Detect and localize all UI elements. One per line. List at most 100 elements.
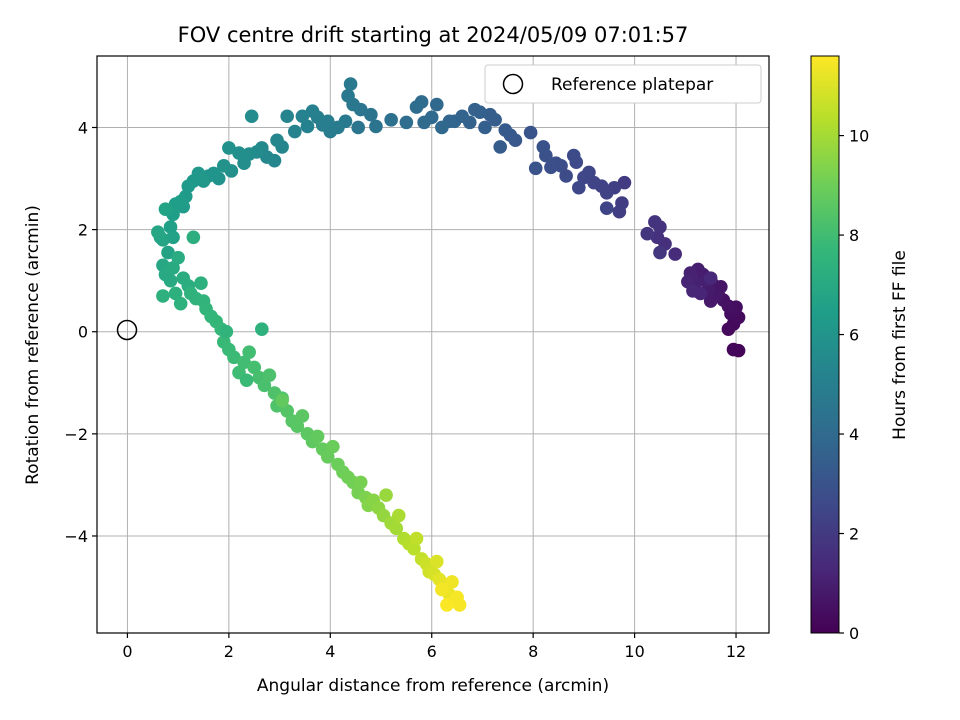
x-tick-label: 4	[325, 642, 335, 661]
data-point	[493, 140, 508, 154]
data-point	[351, 120, 365, 135]
data-point	[310, 429, 325, 444]
data-point	[498, 123, 513, 137]
colorbar-tick-label: 10	[849, 127, 869, 146]
y-axis-ticks: −4 −2 0 2 4	[64, 118, 97, 546]
data-point	[407, 541, 421, 556]
data-point	[391, 508, 406, 523]
data-point	[445, 575, 459, 589]
data-point	[353, 475, 368, 490]
data-point	[242, 345, 256, 359]
data-point	[168, 286, 183, 301]
data-point	[409, 531, 424, 546]
data-point	[640, 226, 655, 241]
data-point	[219, 324, 234, 339]
data-point	[721, 322, 736, 336]
data-point	[648, 215, 662, 229]
y-tick-label: −4	[64, 527, 88, 546]
data-point	[478, 120, 492, 135]
x-axis-label: Angular distance from reference (arcmin)	[257, 676, 609, 696]
data-point	[295, 409, 310, 423]
data-point	[244, 109, 259, 124]
data-point	[166, 261, 180, 275]
data-point	[379, 488, 393, 502]
data-point	[262, 368, 277, 382]
data-point	[280, 109, 294, 124]
y-tick-label: −2	[64, 425, 88, 444]
data-point	[577, 170, 591, 185]
legend: Reference platepar	[484, 64, 762, 104]
data-point	[409, 100, 424, 114]
colorbar-ticks: 0 2 4 6 8 10	[839, 127, 869, 643]
data-point	[320, 450, 335, 464]
data-point	[399, 115, 414, 130]
data-point	[468, 102, 482, 117]
colorbar-gradient	[810, 55, 840, 634]
x-tick-label: 12	[726, 642, 746, 661]
data-point	[389, 521, 404, 536]
data-point	[703, 271, 718, 285]
legend-label-reference-platepar: Reference platepar	[551, 75, 713, 95]
data-point	[364, 107, 378, 122]
data-point	[572, 180, 586, 195]
x-tick-label: 8	[528, 642, 538, 661]
x-tick-label: 2	[224, 642, 234, 661]
chart-title: FOV centre drift starting at 2024/05/09 …	[178, 23, 689, 47]
data-point	[326, 439, 340, 454]
data-point	[186, 230, 201, 245]
data-point	[270, 133, 284, 148]
data-point	[168, 197, 183, 211]
data-point	[216, 158, 231, 173]
data-point	[156, 289, 170, 303]
data-point	[612, 204, 627, 219]
grid-lines	[97, 56, 769, 633]
y-tick-label: 4	[78, 118, 88, 137]
data-point	[300, 119, 315, 134]
data-point	[435, 120, 449, 135]
colorbar-tick-label: 8	[849, 226, 859, 245]
data-point	[163, 220, 178, 234]
y-axis-label: Rotation from reference (arcmin)	[23, 205, 43, 485]
colorbar: 0 2 4 6 8 10 Hours from first FF file	[810, 55, 910, 643]
colorbar-tick-label: 6	[849, 326, 859, 345]
data-point	[559, 169, 573, 183]
plot-frame	[96, 55, 770, 634]
y-tick-label: 0	[78, 323, 88, 342]
colorbar-tick-label: 0	[849, 624, 859, 643]
data-point	[290, 419, 305, 433]
data-point	[305, 104, 320, 118]
data-point	[163, 273, 178, 288]
data-point	[227, 350, 241, 365]
data-point	[295, 109, 310, 124]
data-point	[181, 179, 196, 194]
data-point	[255, 322, 269, 336]
data-point	[566, 148, 581, 163]
data-point	[686, 284, 700, 298]
colorbar-tick-label: 4	[849, 425, 859, 444]
data-point	[171, 250, 185, 265]
data-point	[158, 202, 173, 216]
data-point	[417, 115, 431, 130]
data-point	[341, 89, 355, 103]
data-point	[523, 125, 538, 140]
data-point	[536, 140, 551, 154]
x-tick-label: 0	[122, 642, 132, 661]
data-point	[257, 378, 272, 393]
data-point	[237, 355, 251, 370]
x-tick-label: 10	[624, 642, 644, 661]
data-point	[435, 582, 449, 597]
data-point	[440, 598, 454, 612]
data-point	[384, 113, 398, 127]
data-point	[222, 141, 236, 155]
y-tick-label: 2	[78, 221, 88, 240]
data-point	[237, 156, 251, 171]
data-point	[161, 245, 175, 260]
reference-platepar-marker	[116, 319, 138, 341]
data-point	[275, 393, 289, 408]
data-point	[587, 175, 601, 190]
data-point	[726, 342, 741, 357]
data-point	[452, 598, 467, 612]
data-point	[617, 175, 632, 190]
data-point	[232, 146, 246, 160]
